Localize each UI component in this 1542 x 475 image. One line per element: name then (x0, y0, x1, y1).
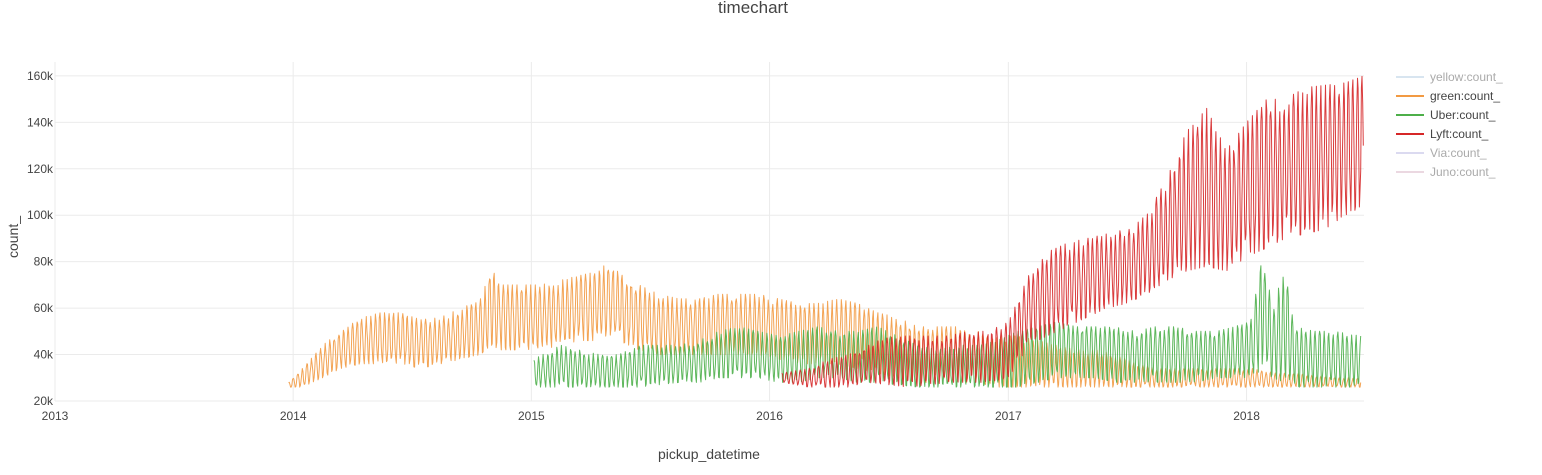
y-tick-label: 160k (27, 69, 54, 83)
legend: yellow:count_ green:count_ Uber:count_ Lyft… (1396, 70, 1503, 179)
legend-item-yellow[interactable]: yellow:count_ (1396, 70, 1503, 84)
legend-label: Via:count_ (1430, 146, 1487, 160)
x-tick-label: 2013 (42, 409, 69, 423)
legend-item-juno[interactable]: Juno:count_ (1396, 165, 1496, 179)
x-tick-label: 2017 (995, 409, 1022, 423)
x-tick-label: 2015 (518, 409, 545, 423)
legend-item-via[interactable]: Via:count_ (1396, 146, 1487, 160)
axes: 20k 40k 60k 80k 100k 120k 140k 160k 2013 2014 2015… (27, 69, 1260, 423)
legend-label: Uber:count_ (1430, 108, 1496, 122)
legend-label: Lyft:count_ (1430, 127, 1489, 141)
x-tick-label: 2018 (1233, 409, 1260, 423)
plot-area[interactable] (288, 75, 1364, 388)
y-tick-label: 40k (34, 348, 54, 362)
y-tick-label: 20k (34, 394, 54, 408)
x-tick-label: 2016 (756, 409, 783, 423)
x-tick-label: 2014 (280, 409, 307, 423)
legend-item-green[interactable]: green:count_ (1396, 89, 1500, 103)
y-tick-label: 100k (27, 208, 54, 222)
grid (54, 62, 1364, 402)
series-line-lyft[interactable] (781, 75, 1364, 388)
legend-item-uber[interactable]: Uber:count_ (1396, 108, 1496, 122)
series-line-uber[interactable] (533, 265, 1362, 388)
legend-label: green:count_ (1430, 89, 1500, 103)
y-tick-label: 80k (34, 255, 54, 269)
y-axis-title: count_ (5, 216, 21, 258)
y-tick-label: 60k (34, 301, 54, 315)
legend-label: yellow:count_ (1430, 70, 1503, 84)
chart-title: timechart (718, 0, 788, 17)
legend-item-lyft[interactable]: Lyft:count_ (1396, 127, 1489, 141)
y-tick-label: 120k (27, 162, 54, 176)
x-axis-title: pickup_datetime (658, 446, 760, 462)
series-line-green[interactable] (288, 265, 1362, 388)
y-tick-label: 140k (27, 115, 54, 129)
legend-label: Juno:count_ (1430, 165, 1496, 179)
